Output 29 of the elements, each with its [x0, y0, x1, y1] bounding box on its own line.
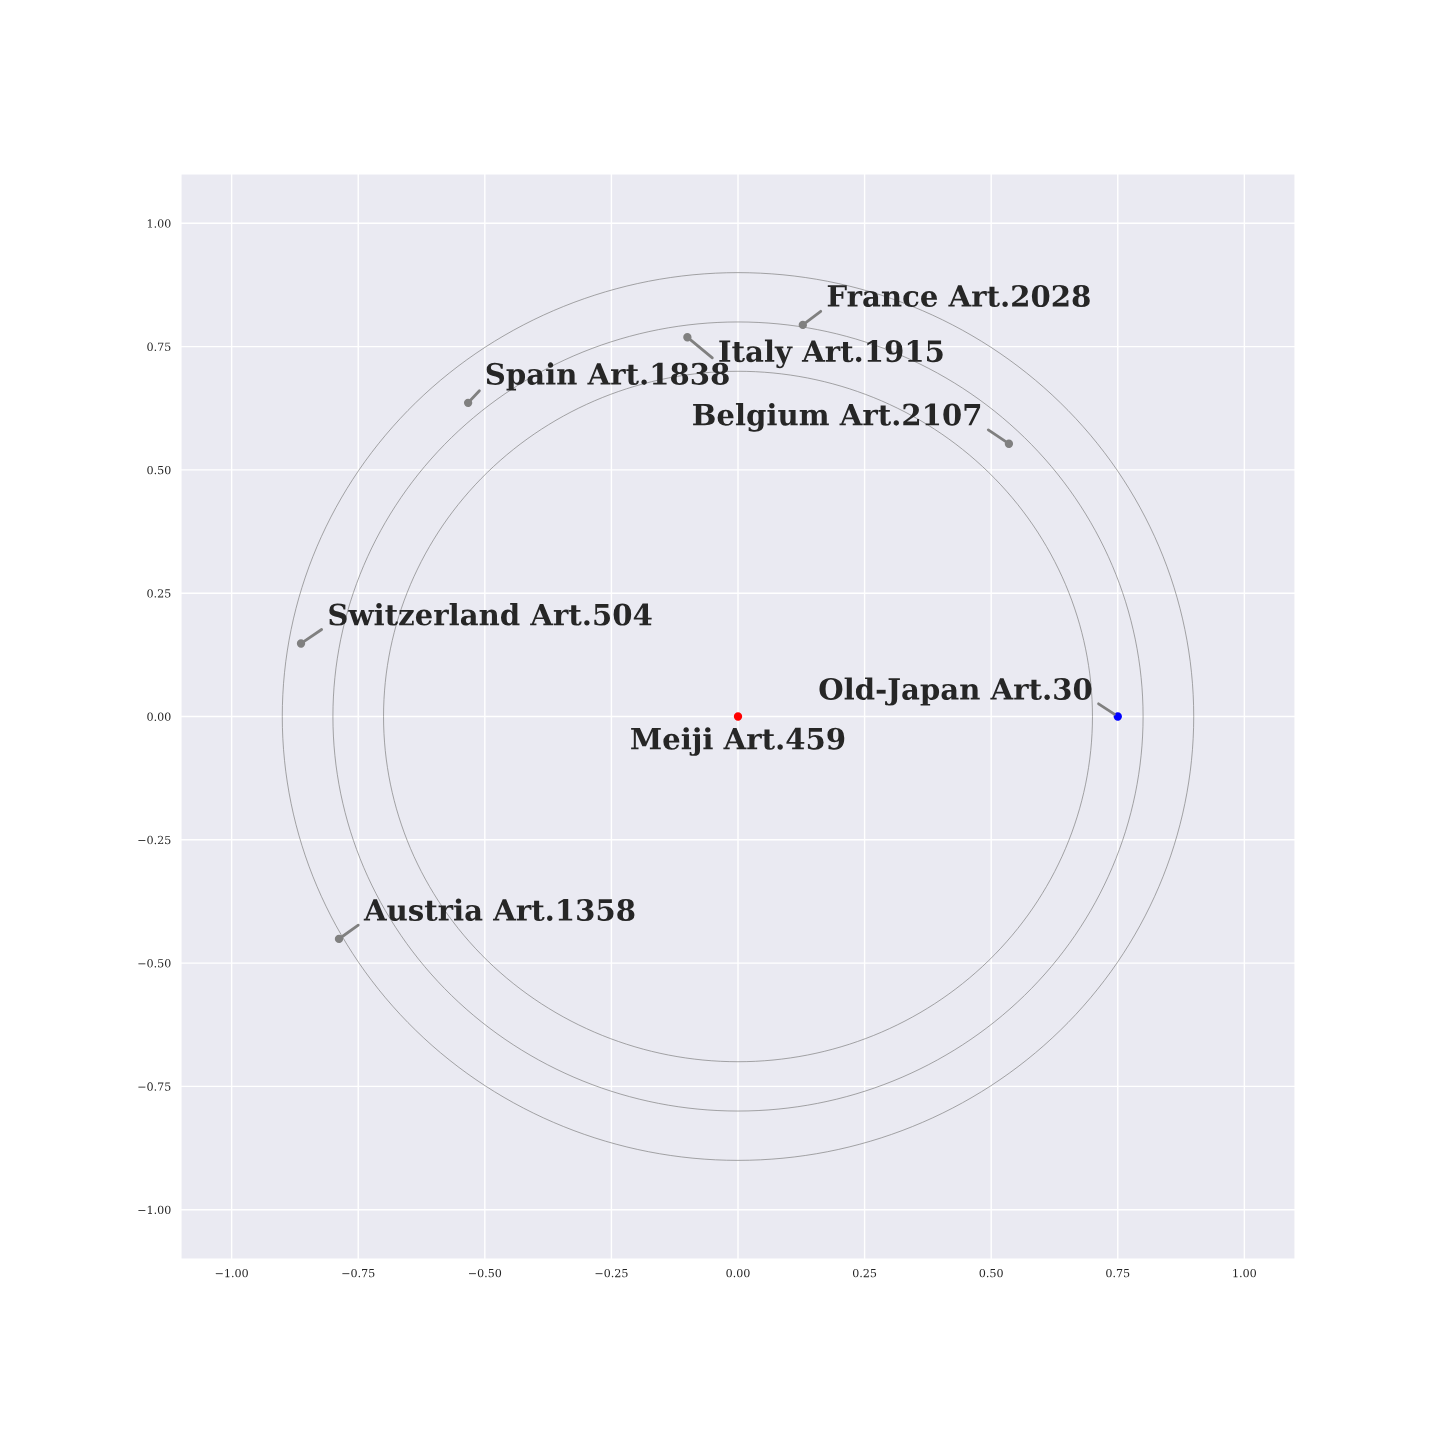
- x-tick-label: 0.75: [1106, 1268, 1130, 1278]
- x-tick-label: 0.50: [979, 1268, 1003, 1278]
- x-tick-label: −0.25: [595, 1268, 628, 1278]
- x-tick-label: −0.50: [468, 1268, 502, 1278]
- annotation: Belgium Art.2107: [693, 403, 981, 432]
- y-tick-label: −0.25: [138, 835, 171, 845]
- y-tick-label: 0.50: [147, 465, 171, 475]
- y-tick-label: 0.25: [147, 589, 171, 598]
- annotation: Switzerland Art.504: [329, 603, 652, 626]
- point: [798, 320, 807, 330]
- x-tick-label: −0.75: [342, 1268, 375, 1278]
- y-tick-label: −0.75: [138, 1082, 171, 1091]
- annotation: Meiji Art.459: [631, 727, 845, 756]
- y-tick-label: −1.00: [138, 1205, 171, 1215]
- y-tick-label: 1.00: [147, 219, 171, 228]
- y-tick-label: −0.50: [138, 959, 171, 968]
- x-tick-label: 0.00: [726, 1268, 750, 1278]
- annotation: Old-Japan Art.30: [819, 677, 1092, 706]
- y-tick-label: 0.00: [147, 712, 171, 721]
- point: [463, 398, 473, 407]
- point: [1004, 439, 1014, 448]
- x-tick-label: −1.00: [215, 1268, 248, 1278]
- point: [1113, 712, 1122, 721]
- x-tick-label: 1.00: [1233, 1268, 1256, 1278]
- point: [296, 639, 306, 648]
- y-tick-label: 0.75: [147, 342, 171, 351]
- annotation: France Art.2028: [827, 284, 1090, 307]
- x-tick-label: 0.25: [852, 1268, 877, 1278]
- annotation: Austria Art.1358: [363, 898, 635, 921]
